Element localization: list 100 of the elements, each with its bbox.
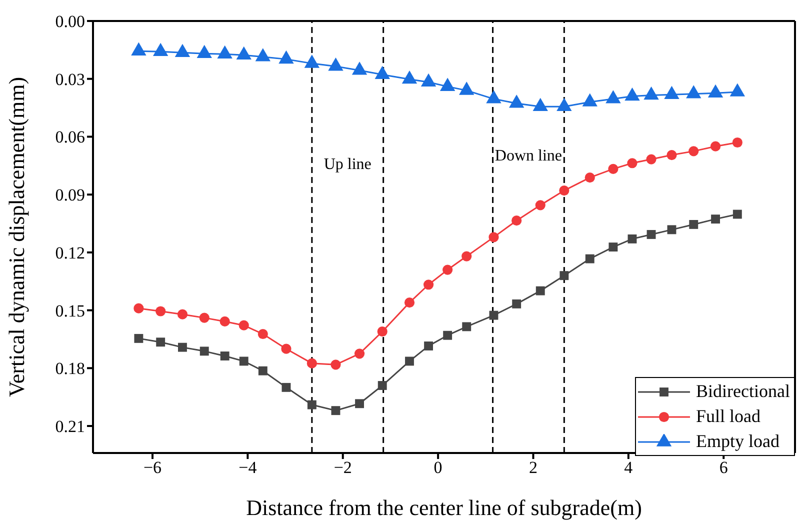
y-tick-label: 0.03 — [55, 70, 85, 89]
point — [644, 86, 659, 100]
point — [236, 46, 252, 60]
point — [377, 326, 388, 337]
point — [462, 251, 472, 262]
point — [512, 299, 522, 308]
point — [488, 232, 499, 242]
point — [131, 42, 146, 56]
x-tick-label: 4 — [624, 458, 634, 478]
point — [304, 54, 320, 68]
point — [306, 358, 317, 368]
point — [536, 286, 545, 296]
point — [330, 360, 341, 370]
point — [199, 312, 210, 323]
point — [442, 264, 453, 275]
point — [559, 185, 570, 196]
point — [535, 200, 546, 210]
x-tick-label: −4 — [238, 458, 258, 478]
point — [711, 214, 720, 224]
legend-label: Bidirectional — [696, 381, 790, 402]
point — [156, 306, 166, 316]
x-tick-label: 0 — [434, 458, 442, 478]
point — [710, 141, 721, 152]
point — [239, 356, 248, 366]
point — [646, 154, 656, 164]
point — [258, 366, 268, 376]
point — [378, 381, 387, 390]
point — [606, 90, 621, 104]
point — [689, 220, 698, 229]
point — [585, 254, 594, 264]
point — [281, 344, 292, 354]
y-tick-label: 0.18 — [55, 359, 85, 378]
x-tick-label: −2 — [334, 458, 352, 478]
point — [459, 82, 474, 95]
annotation: Down line — [494, 148, 562, 165]
point — [238, 320, 249, 330]
point — [402, 70, 418, 84]
point — [196, 44, 212, 58]
point — [404, 298, 415, 308]
y-tick-label: 0.09 — [55, 186, 85, 205]
point — [152, 42, 168, 56]
point — [355, 399, 364, 408]
point — [584, 172, 595, 183]
point — [424, 341, 434, 350]
point — [664, 86, 680, 100]
y-axis-title: Vertical dynamic displacement(mm) — [4, 76, 29, 398]
point — [532, 98, 548, 112]
point — [462, 322, 472, 332]
point — [178, 342, 187, 352]
point — [628, 234, 637, 244]
point — [624, 87, 640, 101]
y-tick-label: 0.15 — [55, 301, 85, 320]
point — [331, 406, 340, 416]
point — [627, 158, 638, 168]
point — [328, 58, 344, 71]
point — [560, 271, 569, 280]
point — [217, 45, 232, 59]
legend-label: Empty load — [696, 431, 780, 452]
point — [489, 310, 498, 320]
point — [443, 330, 452, 340]
point — [134, 303, 144, 314]
x-tick-label: 2 — [528, 458, 538, 478]
point — [374, 66, 390, 79]
point — [732, 137, 742, 148]
point — [420, 73, 436, 87]
point — [666, 150, 677, 160]
point — [686, 85, 702, 98]
x-tick-label: 6 — [719, 458, 728, 478]
x-axis-title: Distance from the center line of subgrade(m) — [246, 495, 642, 520]
point — [220, 352, 230, 360]
point — [354, 348, 365, 359]
point — [688, 146, 699, 156]
point — [608, 242, 618, 252]
y-tick-label: 0.06 — [55, 128, 85, 147]
y-tick-label: 0.21 — [55, 417, 85, 436]
point — [220, 316, 230, 327]
point — [255, 48, 271, 62]
point — [177, 309, 188, 320]
point — [156, 338, 166, 347]
y-tick-label: 0.12 — [55, 243, 85, 262]
legend-label: Full load — [696, 406, 761, 427]
y-tick-label: 0.00 — [55, 12, 85, 32]
point — [405, 356, 414, 366]
point — [556, 98, 572, 112]
point — [423, 280, 434, 290]
point — [608, 164, 618, 174]
point — [646, 230, 656, 239]
point — [352, 62, 368, 75]
point — [512, 216, 522, 226]
point — [278, 50, 294, 64]
point — [730, 83, 746, 96]
point — [667, 225, 676, 234]
point — [708, 84, 724, 98]
point — [258, 328, 268, 340]
point — [307, 400, 316, 410]
point — [582, 93, 598, 106]
annotation: Up line — [324, 156, 372, 174]
point — [508, 94, 524, 108]
point — [134, 334, 144, 343]
point — [174, 44, 190, 58]
